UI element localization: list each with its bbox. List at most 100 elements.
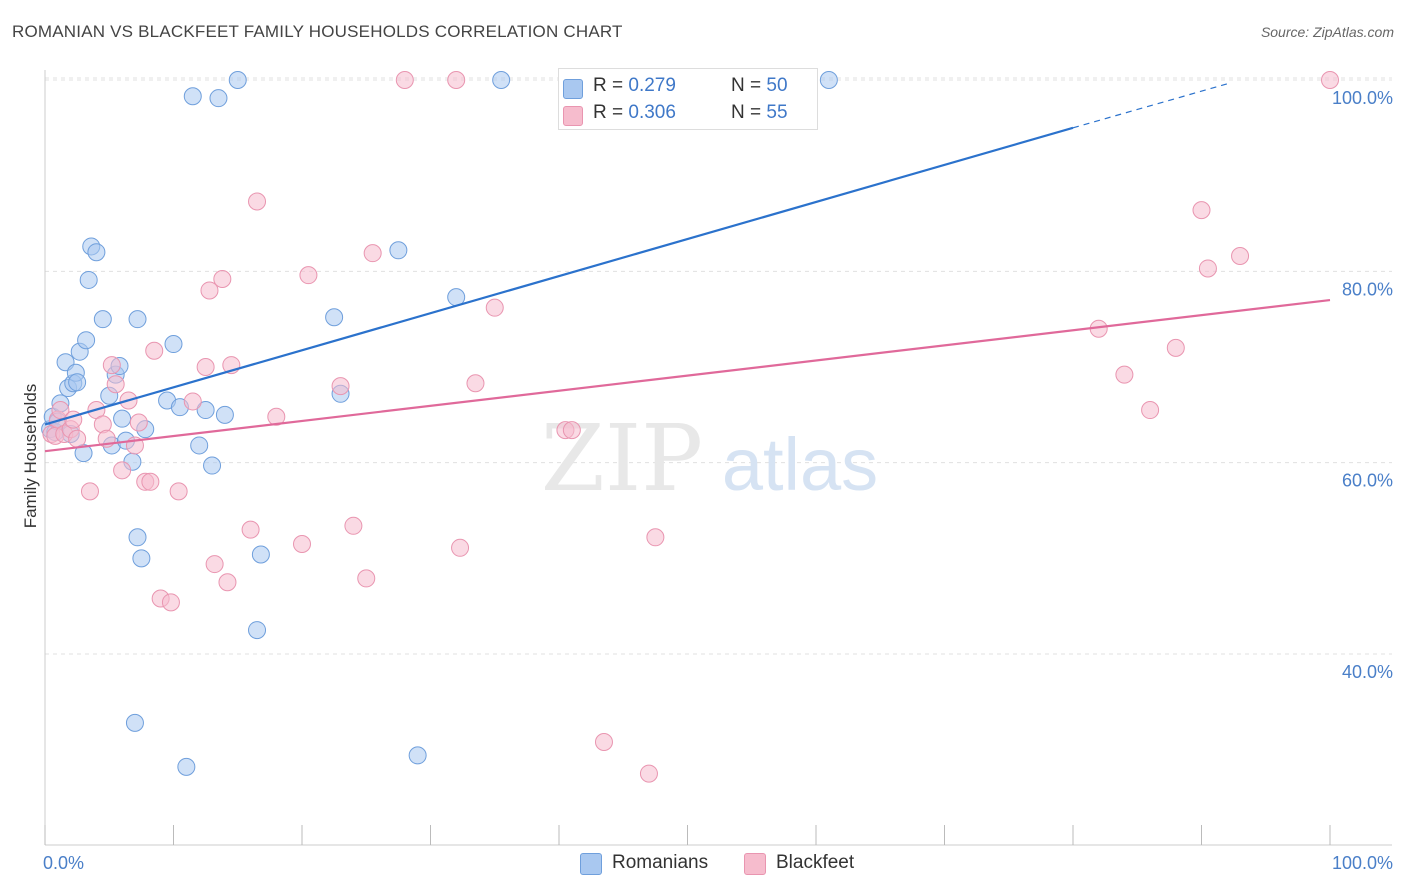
romanians-point xyxy=(228,71,247,89)
romanians-point xyxy=(87,243,106,262)
trend-lines xyxy=(44,83,1331,453)
blackfeet-point xyxy=(183,392,202,411)
romanians-legend-label: Romanians xyxy=(612,852,709,873)
blackfeet-point xyxy=(241,520,260,539)
blackfeet-point xyxy=(646,528,665,547)
watermark-zip: ZIP xyxy=(541,405,703,512)
blackfeet-point xyxy=(218,573,237,592)
romanians-point xyxy=(325,308,344,327)
romanians-point xyxy=(113,409,132,428)
blackfeet-point xyxy=(639,764,658,783)
romanians-point xyxy=(209,89,228,108)
blackfeet-point xyxy=(1192,201,1211,220)
romanians-point xyxy=(132,549,151,568)
legend-swatch-pink xyxy=(563,106,583,126)
blackfeet-point xyxy=(129,413,148,432)
blackfeet-point xyxy=(1166,338,1185,357)
legend-n-value: 55 xyxy=(766,102,788,123)
blackfeet-point xyxy=(447,71,466,89)
source-label: Source: ZipAtlas.com xyxy=(1260,24,1394,40)
legend-r-label: R = xyxy=(593,102,629,123)
y-axis-label: Family Households xyxy=(21,384,40,529)
blackfeet-point xyxy=(102,356,121,375)
blackfeet-point xyxy=(205,555,224,574)
romanians-point xyxy=(492,71,511,89)
romanians-trend-extension xyxy=(1072,83,1228,129)
romanians-point xyxy=(68,373,87,392)
blackfeet-point xyxy=(293,534,311,553)
legend-n-label: N = xyxy=(731,75,767,96)
blackfeet-point xyxy=(200,281,219,300)
romanians-point xyxy=(389,241,408,260)
romanians-point xyxy=(203,456,222,475)
y-tick-label: 100.0% xyxy=(1332,88,1393,108)
blackfeet-point xyxy=(1141,401,1160,420)
blackfeet-point xyxy=(248,192,267,211)
romanians-points xyxy=(41,71,838,776)
romanians-point xyxy=(248,621,267,640)
romanians-point xyxy=(196,401,215,420)
blackfeet-point xyxy=(562,421,581,440)
stats-legend: R = 0.279 N = 50 R = 0.306 N = 55 xyxy=(558,68,818,130)
romanians-point xyxy=(190,436,209,455)
blackfeet-point xyxy=(594,733,613,752)
blackfeet-point xyxy=(485,298,504,317)
romanians-point xyxy=(164,335,183,354)
romanians-point xyxy=(77,331,96,350)
legend-n-value: 50 xyxy=(766,75,788,96)
blackfeet-legend-label: Blackfeet xyxy=(776,852,855,873)
chart-title: ROMANIAN VS BLACKFEET FAMILY HOUSEHOLDS … xyxy=(12,22,623,41)
romanians-point xyxy=(177,757,196,776)
legend-n-label: N = xyxy=(731,102,767,123)
x-tick-label: 0.0% xyxy=(43,853,84,873)
legend-r-value: 0.306 xyxy=(628,102,676,123)
y-tick-label: 40.0% xyxy=(1342,662,1393,682)
romanians-trend-line xyxy=(44,126,1074,426)
romanians-point xyxy=(93,310,112,329)
romanians-swatch xyxy=(580,853,602,875)
blackfeet-point xyxy=(395,71,414,89)
blackfeet-point xyxy=(357,569,376,588)
blackfeet-point xyxy=(196,358,215,376)
y-tick-label: 80.0% xyxy=(1342,279,1393,299)
blackfeet-point xyxy=(344,516,363,535)
blackfeet-point xyxy=(1231,247,1250,266)
romanians-point xyxy=(408,746,427,765)
romanians-point xyxy=(215,405,234,424)
blackfeet-point xyxy=(299,266,318,285)
romanians-point xyxy=(183,87,202,106)
legend-swatch-blue xyxy=(563,79,583,99)
blackfeet-point xyxy=(161,593,180,612)
watermark: ZIP atlas xyxy=(541,405,878,512)
axes xyxy=(44,70,1392,846)
blackfeet-swatch xyxy=(744,853,766,875)
romanians-point xyxy=(125,713,144,732)
series-legend: Romanians Blackfeet xyxy=(0,852,1406,876)
blackfeet-point xyxy=(363,244,382,263)
blackfeet-point xyxy=(68,429,87,448)
blackfeet-point xyxy=(451,538,470,557)
romanians-point xyxy=(128,528,147,547)
blackfeet-point xyxy=(145,341,164,360)
watermark-atlas: atlas xyxy=(722,423,878,506)
blackfeet-point xyxy=(106,375,125,394)
blackfeet-point xyxy=(466,374,485,393)
blackfeet-point xyxy=(1321,71,1339,89)
blackfeet-point xyxy=(80,482,99,501)
romanians-point xyxy=(128,310,147,329)
romanians-point xyxy=(251,545,270,564)
blackfeet-point xyxy=(213,269,232,288)
blackfeet-point xyxy=(169,482,188,501)
legend-r-label: R = xyxy=(593,75,629,96)
x-tick-label: 100.0% xyxy=(1332,853,1393,873)
romanians-point xyxy=(79,270,98,289)
y-tick-label: 60.0% xyxy=(1342,471,1393,491)
blackfeet-point xyxy=(1115,365,1134,384)
tick-labels: 40.0% 60.0% 80.0% 100.0% 0.0% 100.0% xyxy=(43,88,1393,873)
blackfeet-point xyxy=(113,461,132,480)
blackfeet-trend-line xyxy=(44,298,1331,453)
blackfeet-point xyxy=(331,377,350,396)
blackfeet-point xyxy=(1198,259,1217,278)
blackfeet-point xyxy=(51,401,70,420)
